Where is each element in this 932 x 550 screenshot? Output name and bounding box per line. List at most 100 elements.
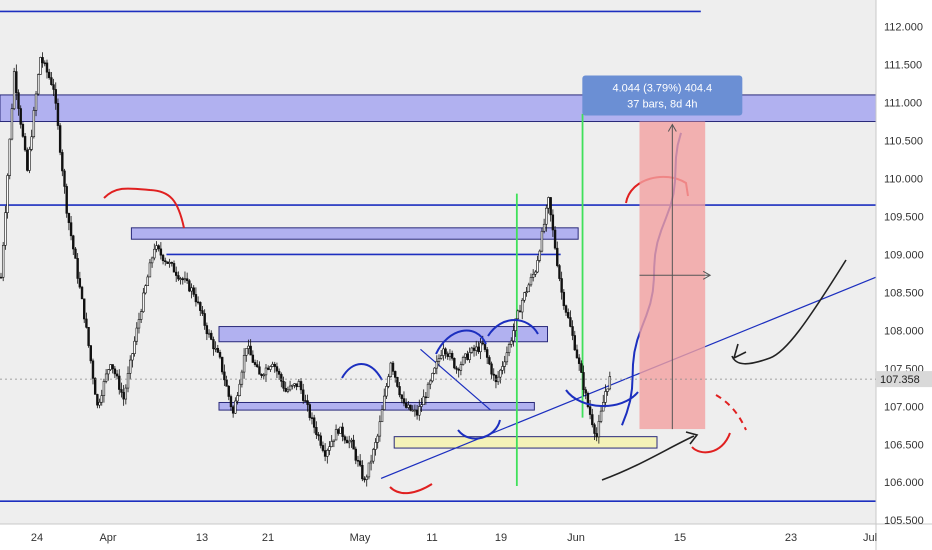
candle-body — [312, 417, 316, 428]
candle-body — [8, 138, 11, 176]
candle-body — [431, 373, 434, 382]
candle-body — [363, 478, 366, 481]
candle-body — [437, 358, 441, 362]
candle-body — [393, 371, 397, 378]
candle-body — [157, 245, 160, 250]
red-arc-low — [691, 432, 731, 454]
candle-body — [374, 442, 377, 450]
candle-body — [439, 355, 443, 359]
candle-body — [593, 424, 596, 434]
candle-body — [275, 366, 279, 372]
candle-body — [264, 367, 268, 376]
candle-body — [67, 213, 71, 223]
candle-body — [172, 263, 176, 273]
candle-body — [23, 136, 27, 151]
x-tick-label: 11 — [426, 532, 437, 544]
candle-body — [341, 426, 344, 437]
candle-body — [194, 294, 198, 303]
candle-body — [453, 358, 456, 369]
candle-body — [10, 108, 14, 140]
candle-body — [492, 373, 495, 376]
candle-body — [216, 347, 220, 353]
zone-zone-108 — [218, 326, 548, 343]
last-price-box — [876, 371, 932, 388]
x-tick-label: Apr — [99, 532, 116, 544]
candle-body — [450, 352, 454, 359]
candle-body — [479, 342, 482, 353]
candle-body — [396, 377, 399, 387]
candle-body — [126, 372, 130, 389]
candle-body — [477, 346, 480, 353]
candle-body — [168, 262, 171, 264]
candle-body — [212, 339, 215, 350]
candle-body — [115, 373, 119, 377]
candle-body — [387, 376, 390, 387]
x-tick-label: 13 — [196, 532, 208, 544]
candle-body — [107, 369, 110, 375]
candle-body — [122, 392, 125, 400]
y-tick-label: 109.500 — [884, 211, 924, 223]
black-hook — [731, 259, 847, 365]
measure-arrowhead-up — [667, 123, 677, 132]
candle-body — [17, 92, 20, 109]
candle-body — [161, 254, 165, 262]
y-tick-label: 106.000 — [884, 477, 924, 489]
candle-body — [372, 449, 375, 462]
blue-arc-4 — [457, 419, 501, 440]
y-tick-label: 110.000 — [884, 173, 923, 185]
candle-body — [361, 465, 364, 480]
candle-body — [74, 248, 77, 259]
candle-body — [54, 89, 57, 104]
candle-body — [501, 366, 504, 371]
candle-body — [220, 356, 224, 373]
candle-body — [514, 318, 517, 331]
candle-body — [100, 395, 103, 403]
candle-body — [475, 346, 478, 351]
candle-body — [96, 394, 99, 406]
candle-body — [249, 345, 252, 356]
candle-body — [30, 136, 33, 150]
candle-body — [326, 450, 329, 457]
candle-body — [571, 326, 574, 336]
candle-body — [223, 371, 226, 381]
candle-body — [343, 436, 347, 441]
candle-body — [65, 186, 68, 214]
candle-body — [409, 404, 412, 411]
candle-body — [564, 305, 568, 313]
x-tick-label: 23 — [785, 532, 797, 544]
candle-body — [50, 77, 53, 85]
candle-body — [485, 349, 489, 358]
candle-body — [63, 170, 66, 187]
candle-body — [159, 248, 163, 256]
candle-body — [444, 348, 447, 355]
candle-body — [442, 348, 445, 356]
blue-arc-1 — [341, 363, 383, 381]
candle-body — [288, 385, 292, 391]
candle-body — [580, 363, 583, 373]
candle-body — [89, 345, 92, 362]
candle-body — [240, 371, 244, 385]
candle-body — [562, 291, 566, 307]
candle-body — [137, 319, 141, 329]
x-axis-ticks: 24 Apr 13 21 May 11 19 Jun 15 23 Jul — [31, 532, 877, 544]
candle-body — [459, 364, 463, 371]
trendline — [420, 348, 491, 411]
candle-body — [207, 332, 211, 335]
candle-body — [330, 441, 333, 447]
candle-body — [135, 327, 138, 342]
red-arc-top-left — [103, 187, 185, 229]
black-arrow-curve — [601, 435, 695, 481]
candle-body — [308, 404, 311, 418]
y-tick-label: 105.500 — [884, 515, 924, 527]
black-arrow-head — [685, 431, 699, 445]
candle-body — [556, 247, 559, 266]
candle-body — [185, 278, 189, 282]
candle-body — [525, 291, 528, 294]
red-arc-bottom — [389, 483, 433, 495]
candle-body — [575, 349, 579, 359]
y-tick-label: 108.000 — [884, 325, 924, 337]
candle-body — [420, 404, 423, 407]
red-dashed-path — [715, 394, 747, 431]
